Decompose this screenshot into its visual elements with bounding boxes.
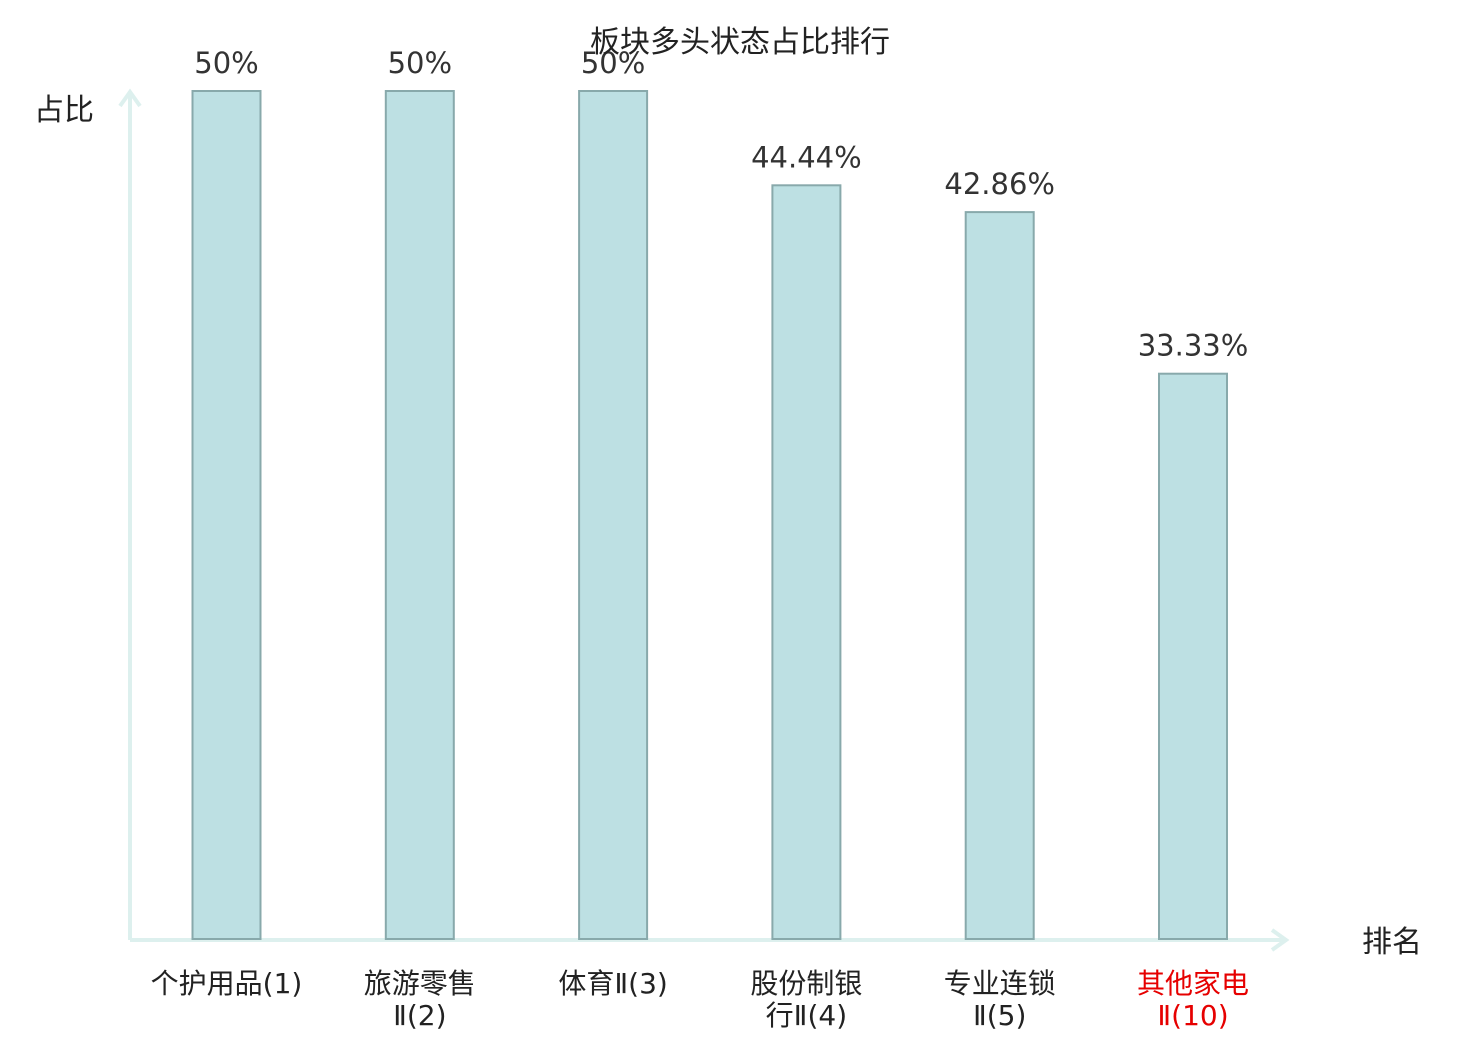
y-axis-title: 占比	[34, 93, 94, 128]
chart-title: 板块多头状态占比排行	[590, 25, 890, 60]
category-label-line: 体育Ⅱ(3)	[558, 967, 667, 1000]
category-labels: 个护用品(1) 旅游零售 Ⅱ(2) 体育Ⅱ(3) 股份制银行Ⅱ(4) 专业连锁 Ⅱ(5) 其他…	[151, 967, 1249, 1032]
category-label: 股份制银行Ⅱ(4)	[750, 967, 862, 1032]
bar-value-label: 50%	[194, 46, 258, 80]
bar	[964, 211, 1035, 941]
x-axis-arrow	[1270, 928, 1290, 952]
bars	[191, 90, 1228, 941]
category-label: 旅游零售 Ⅱ(2)	[364, 967, 476, 1032]
category-label-line: Ⅱ(2)	[393, 999, 446, 1032]
x-axis-title: 排名	[1362, 925, 1422, 960]
category-label-line: 专业连锁	[944, 967, 1056, 1000]
bar-value-label: 50%	[581, 46, 645, 80]
bar-value-label: 33.33%	[1138, 329, 1249, 363]
y-axis-arrow	[118, 88, 142, 108]
bar	[578, 90, 649, 940]
axes	[118, 88, 1290, 952]
category-label: 体育Ⅱ(3)	[558, 967, 667, 1000]
category-label: 专业连锁 Ⅱ(5)	[944, 967, 1056, 1032]
bar-value-label: 44.44%	[751, 140, 862, 174]
category-label-line: 旅游零售	[364, 967, 476, 1000]
category-label-line: 股份制银	[750, 967, 862, 1000]
category-label: 个护用品(1)	[151, 967, 303, 1000]
bar-value-label: 42.86%	[944, 167, 1055, 201]
bar	[191, 90, 262, 940]
value-labels: 50% 50% 50% 44.44% 42.86% 33.33%	[194, 46, 1248, 363]
category-label-line: 行Ⅱ(4)	[766, 999, 847, 1032]
category-label-line: Ⅱ(10)	[1157, 999, 1228, 1032]
category-label: 其他家电 Ⅱ(10)	[1137, 967, 1249, 1032]
bar	[1158, 372, 1228, 940]
bar-value-label: 50%	[388, 46, 452, 80]
category-label-line: 个护用品(1)	[151, 967, 303, 1000]
bar	[384, 90, 455, 940]
category-label-line: Ⅱ(5)	[973, 999, 1026, 1032]
category-label-line: 其他家电	[1137, 967, 1249, 1000]
bar	[771, 184, 842, 941]
